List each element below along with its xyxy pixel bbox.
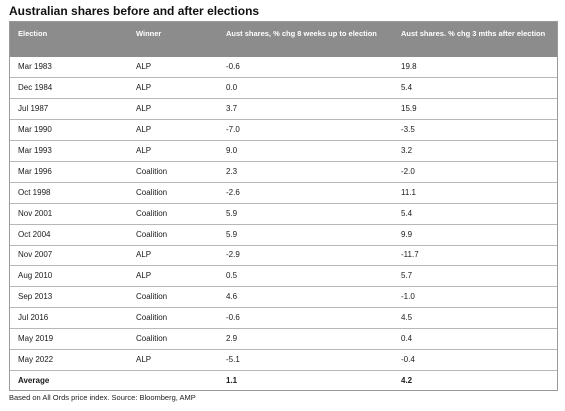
table-header-row: Election Winner Aust shares, % chg 8 wee…	[10, 22, 557, 57]
table-row: Oct 1998 Coalition -2.6 11.1	[10, 182, 557, 204]
cell-winner: ALP	[136, 104, 152, 114]
cell-winner: Coalition	[136, 334, 168, 344]
table-row: May 2019 Coalition 2.9 0.4	[10, 329, 557, 350]
cell-after-election: -11.7	[401, 250, 419, 260]
cell-after-election: 4.5	[401, 313, 413, 323]
cell-election: Nov 2007	[18, 250, 53, 260]
header-before-election: Aust shares, % chg 8 weeks up to electio…	[226, 29, 377, 38]
header-after-election: Aust shares. % chg 3 mths after election	[401, 29, 546, 38]
cell-before-election: 0.5	[226, 271, 238, 281]
cell-winner: Coalition	[136, 187, 168, 197]
cell-before-election: -5.1	[226, 354, 240, 364]
cell-before-election: -0.6	[226, 313, 240, 323]
cell-after-election: 5.7	[401, 271, 413, 281]
average-after: 4.2	[401, 375, 413, 385]
cell-winner: ALP	[136, 146, 152, 155]
cell-after-election: 19.8	[401, 62, 417, 72]
header-winner: Winner	[136, 29, 162, 38]
table-row: Oct 2004 Coalition 5.9 9.9	[10, 224, 557, 246]
cell-winner: ALP	[136, 83, 152, 93]
header-election: Election	[18, 29, 48, 38]
cell-after-election: 9.9	[401, 229, 413, 239]
cell-before-election: -2.9	[226, 250, 240, 260]
average-label: Average	[18, 375, 50, 385]
cell-before-election: -0.6	[226, 62, 240, 72]
cell-before-election: -7.0	[226, 125, 240, 135]
cell-election: Oct 2004	[18, 229, 51, 239]
cell-election: Mar 1990	[18, 125, 52, 135]
cell-winner: Coalition	[136, 229, 168, 239]
cell-winner: Coalition	[136, 208, 168, 218]
cell-after-election: 5.4	[401, 208, 413, 218]
cell-before-election: 2.9	[226, 334, 238, 344]
table-row: Sep 2013 Coalition 4.6 -1.0	[10, 287, 557, 308]
cell-election: Oct 1998	[18, 187, 51, 197]
cell-after-election: -1.0	[401, 292, 415, 302]
cell-before-election: 5.9	[226, 208, 238, 218]
cell-winner: Coalition	[136, 313, 168, 323]
cell-election: Dec 1984	[18, 83, 53, 93]
cell-election: Nov 2001	[18, 208, 53, 218]
cell-after-election: 11.1	[401, 187, 416, 197]
cell-winner: ALP	[136, 271, 152, 281]
cell-election: Sep 2013	[18, 292, 53, 302]
cell-winner: ALP	[136, 62, 152, 72]
cell-winner: ALP	[136, 250, 152, 260]
elections-table: Election Winner Aust shares, % chg 8 wee…	[10, 22, 557, 390]
source-footnote: Based on All Ords price index. Source: B…	[9, 393, 196, 402]
cell-before-election: 4.6	[226, 292, 238, 302]
cell-winner: ALP	[136, 125, 152, 135]
cell-winner: Coalition	[136, 166, 168, 176]
average-winner-cell	[128, 370, 218, 390]
cell-after-election: 5.4	[401, 83, 413, 93]
cell-after-election: -2.0	[401, 166, 415, 176]
page-title: Australian shares before and after elect…	[9, 4, 260, 18]
cell-election: May 2019	[18, 334, 54, 344]
table-row: Nov 2001 Coalition 5.9 5.4	[10, 203, 557, 225]
table-row: Aug 2010 ALP 0.5 5.7	[10, 266, 557, 287]
table-row: Mar 1983 ALP -0.6 19.8	[10, 57, 557, 78]
cell-before-election: 3.7	[226, 104, 238, 114]
cell-election: Aug 2010	[18, 271, 53, 281]
table-row: May 2022 ALP -5.1 -0.4	[10, 349, 557, 371]
cell-election: Jul 1987	[18, 104, 49, 114]
table-row: Jul 2016 Coalition -0.6 4.5	[10, 308, 557, 329]
cell-after-election: 3.2	[401, 146, 413, 155]
cell-winner: ALP	[136, 354, 152, 364]
average-row: Average 1.1 4.2	[10, 370, 557, 390]
table-body: Mar 1983 ALP -0.6 19.8 Dec 1984 ALP 0.0 5.4 Jul …	[10, 57, 557, 390]
table-row: Mar 1990 ALP -7.0 -3.5	[10, 120, 557, 141]
cell-election: Mar 1993	[18, 146, 52, 155]
cell-after-election: 0.4	[401, 334, 413, 344]
cell-after-election: 15.9	[401, 104, 417, 114]
cell-before-election: 0.0	[226, 83, 238, 93]
cell-before-election: 5.9	[226, 229, 238, 239]
average-before: 1.1	[226, 375, 238, 385]
cell-before-election: 2.3	[226, 166, 238, 176]
cell-election: Mar 1983	[18, 62, 52, 72]
cell-after-election: -0.4	[401, 354, 415, 364]
cell-election: Jul 2016	[18, 313, 49, 323]
table-row: Jul 1987 ALP 3.7 15.9	[10, 99, 557, 120]
table-row: Nov 2007 ALP -2.9 -11.7	[10, 245, 557, 266]
table-row: Mar 1993 ALP 9.0 3.2	[10, 141, 557, 162]
cell-before-election: 9.0	[226, 146, 238, 155]
cell-election: May 2022	[18, 354, 54, 364]
cell-before-election: -2.6	[226, 187, 240, 197]
cell-election: Mar 1996	[18, 166, 52, 176]
cell-winner: Coalition	[136, 292, 168, 302]
cell-after-election: -3.5	[401, 125, 415, 135]
table-row: Mar 1996 Coalition 2.3 -2.0	[10, 161, 557, 183]
table-row: Dec 1984 ALP 0.0 5.4	[10, 78, 557, 99]
elections-table-container: Election Winner Aust shares, % chg 8 wee…	[9, 21, 558, 392]
